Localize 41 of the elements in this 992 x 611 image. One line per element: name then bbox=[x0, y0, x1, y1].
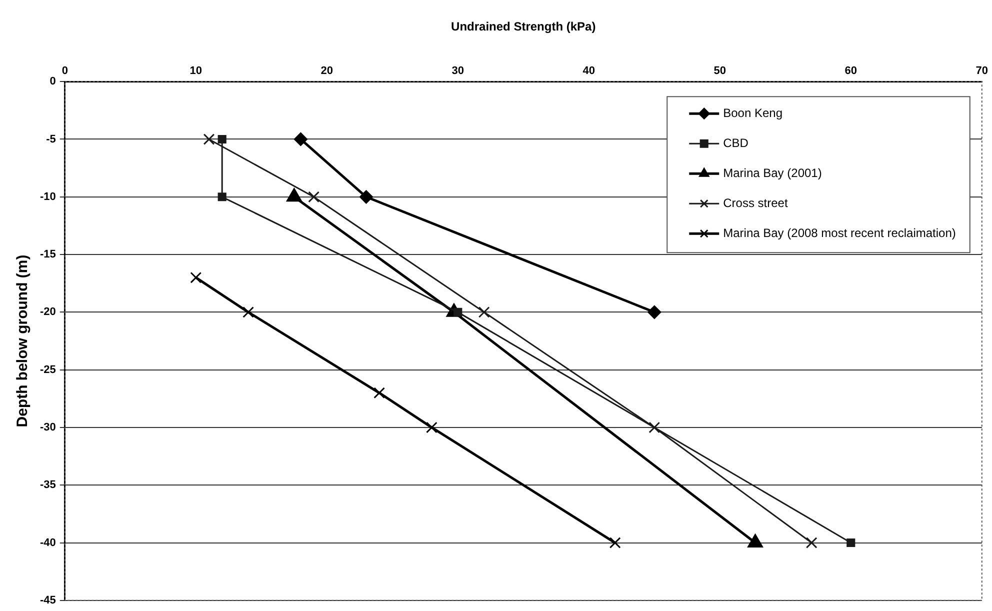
x-axis-title: Undrained Strength (kPa) bbox=[451, 20, 596, 34]
y-tick-label: -15 bbox=[40, 248, 56, 261]
y-tick-label: -5 bbox=[46, 133, 56, 146]
legend-label: CBD bbox=[723, 136, 749, 150]
legend-label: Marina Bay (2001) bbox=[723, 166, 822, 180]
legend-label: Boon Keng bbox=[723, 106, 783, 120]
y-tick-label: 0 bbox=[50, 76, 56, 88]
y-axis-title: Depth below ground (m) bbox=[14, 254, 32, 428]
point bbox=[218, 192, 226, 202]
point bbox=[203, 134, 215, 145]
point bbox=[190, 272, 202, 284]
point bbox=[426, 422, 438, 434]
y-tick-label: -40 bbox=[40, 536, 56, 549]
x-tick-label: 60 bbox=[844, 65, 858, 78]
point bbox=[374, 387, 385, 399]
x-tick-label: 0 bbox=[62, 65, 68, 78]
y-tick-label: -35 bbox=[40, 479, 56, 492]
y-tick-label: -20 bbox=[40, 306, 56, 318]
y-tick-label: -25 bbox=[40, 364, 56, 376]
point bbox=[648, 422, 660, 434]
point bbox=[478, 306, 490, 318]
y-tick-label: -30 bbox=[40, 422, 56, 434]
point bbox=[218, 134, 226, 144]
y-tick-label: -10 bbox=[40, 190, 56, 203]
legend-label: Marina Bay (2008 most recent reclaimation) bbox=[723, 226, 956, 240]
point bbox=[308, 191, 320, 203]
legend-label: Cross street bbox=[723, 196, 788, 210]
point bbox=[294, 132, 308, 146]
point bbox=[846, 538, 856, 548]
x-tick-label: 10 bbox=[190, 65, 202, 78]
x-tick-label: 70 bbox=[976, 65, 988, 78]
x-tick-label: 30 bbox=[452, 65, 464, 78]
point bbox=[242, 306, 254, 318]
point bbox=[359, 190, 373, 204]
point bbox=[609, 537, 621, 548]
x-tick-label: 50 bbox=[714, 65, 726, 78]
y-tick-label: -45 bbox=[40, 594, 56, 606]
x-tick-label: 20 bbox=[320, 65, 334, 78]
point bbox=[648, 305, 662, 319]
point bbox=[806, 537, 818, 548]
x-tick-label: 40 bbox=[582, 65, 596, 78]
